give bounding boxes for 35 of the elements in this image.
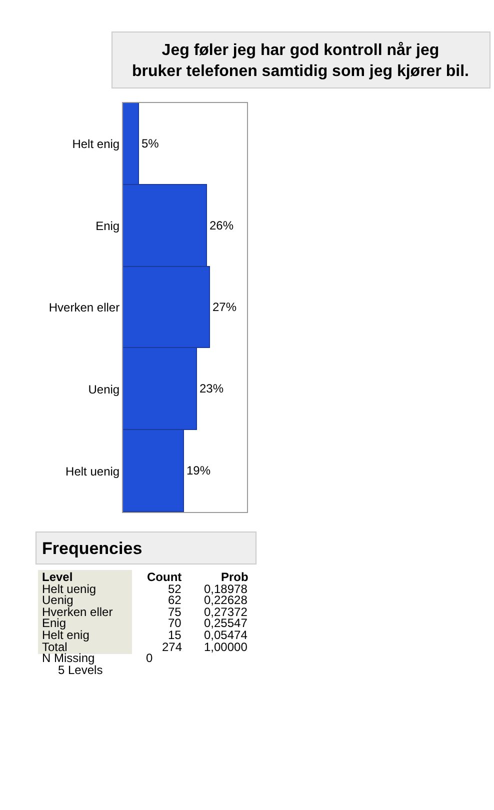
y-tick-label: Helt uenig [66,464,120,478]
text: Helt uenig [42,582,96,596]
text: Frequencies [42,539,142,558]
y-tick-label: Enig [96,218,120,233]
data-label: 19% [186,464,211,478]
text: 0,18978 [204,582,248,596]
y-tick-label: Hverken eller [48,300,120,315]
text: 70 [168,616,182,630]
text: Prob [221,570,248,584]
text: Count [147,570,182,584]
text: 52 [168,582,182,596]
text: Enig [42,616,66,630]
text: Uenig [42,593,74,607]
text: N Missing [42,651,95,665]
y-tick-label: Helt enig [72,137,120,152]
y-tick-label: Uenig [88,382,120,396]
text: Jeg føler jeg har god kontroll når jeg bruker telefonen samtidig som jeg kjører bil. [132,41,469,80]
text: 62 [168,593,182,607]
data-label: 5% [142,136,160,150]
text: 0,05474 [204,628,248,642]
text: Helt enig [42,628,90,642]
text: 5 Levels [58,663,103,677]
data-label: 26% [210,218,234,232]
data-label: 23% [200,382,224,396]
text: Level [42,570,73,584]
text: Total [42,640,68,654]
text: 0 [146,651,153,665]
text: 274 [162,640,182,654]
text: 1,00000 [204,640,248,654]
text: 15 [168,628,182,642]
data-label: 27% [212,300,237,314]
text: 75 [168,605,182,619]
text: 0,25547 [204,616,248,630]
text: 0,22628 [204,593,248,607]
text: 0,27372 [204,605,248,619]
